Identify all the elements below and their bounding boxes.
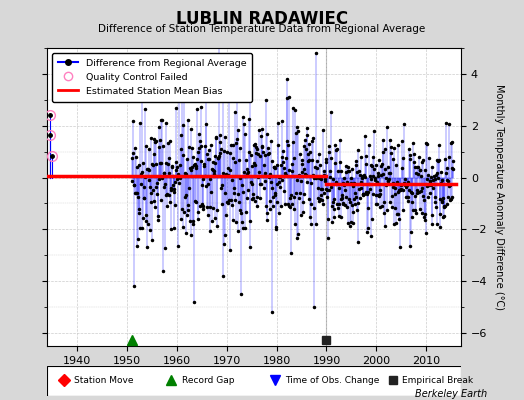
Text: LUBLIN RADAWIEC: LUBLIN RADAWIEC <box>176 10 348 28</box>
FancyBboxPatch shape <box>47 366 461 396</box>
Y-axis label: Monthly Temperature Anomaly Difference (°C): Monthly Temperature Anomaly Difference (… <box>494 84 504 310</box>
Text: Berkeley Earth: Berkeley Earth <box>415 389 487 399</box>
Text: Difference of Station Temperature Data from Regional Average: Difference of Station Temperature Data f… <box>99 24 425 34</box>
Text: Station Move: Station Move <box>74 376 134 385</box>
Text: Empirical Break: Empirical Break <box>402 376 474 385</box>
Text: Time of Obs. Change: Time of Obs. Change <box>285 376 379 385</box>
Legend: Difference from Regional Average, Quality Control Failed, Estimated Station Mean: Difference from Regional Average, Qualit… <box>52 53 252 102</box>
Text: Record Gap: Record Gap <box>182 376 234 385</box>
